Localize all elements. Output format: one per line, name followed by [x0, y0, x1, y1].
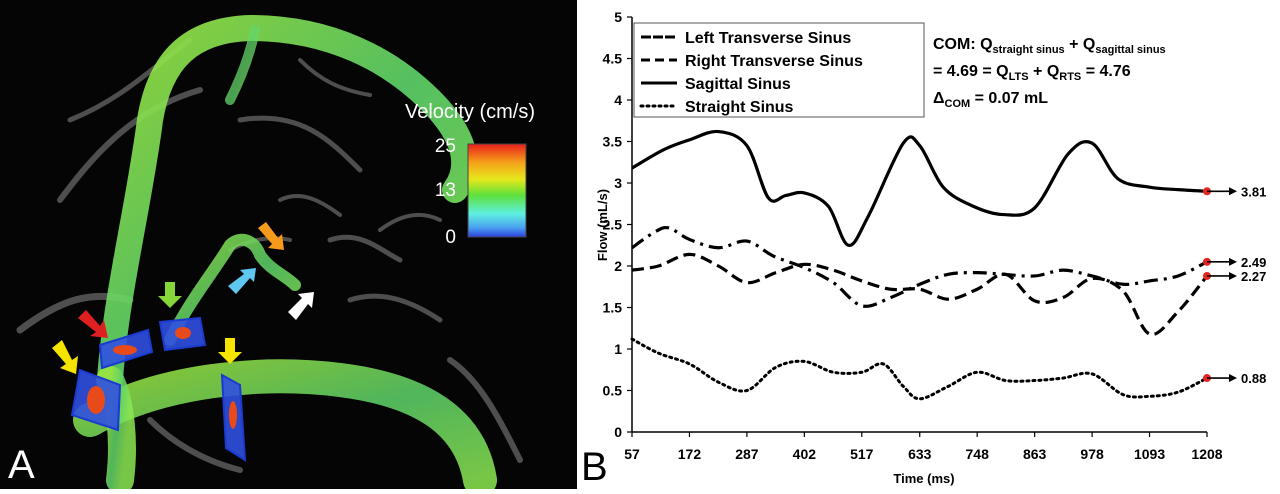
com-line-2: = 4.69 = QLTS + QRTS = 4.76: [933, 63, 1131, 83]
vessel-arrows: [52, 222, 314, 374]
panel-a-vessel-render: Velocity (cm/s) 25 13 0 A: [0, 0, 577, 494]
y-tick-label: 2.5: [603, 217, 623, 233]
legend-box: [633, 22, 925, 118]
vessel-flow-image: Velocity (cm/s) 25 13 0 A: [0, 0, 577, 494]
series-end-markers: 2.492.27 3.81 0.88: [1203, 184, 1266, 386]
arrow-head-icon: [1229, 257, 1237, 266]
panel-b-label: B: [581, 445, 608, 489]
x-tick-label: 172: [678, 446, 702, 462]
velocity-tick-min: 0: [445, 227, 456, 248]
end-value-label: 2.27: [1241, 269, 1266, 284]
end-value-label: 2.49: [1241, 255, 1266, 270]
x-tick-label: 402: [793, 446, 817, 462]
y-tick-label: 2: [614, 258, 622, 274]
y-tick-label: 3: [614, 175, 622, 191]
y-tick-label: 4: [614, 92, 622, 108]
y-tick-label: 0.5: [603, 383, 623, 399]
flow-line-chart: 0 0.5 1 1.5 2 2.5 3 3.5 4 4.5 5 57 172 287 402 517 633 7…: [581, 9, 1266, 489]
x-tick-label: 517: [850, 446, 874, 462]
velocity-legend-title: Velocity (cm/s): [405, 101, 535, 123]
series-line-right-transverse-sinus: [631, 252, 1209, 337]
y-tick-label: 4.5: [603, 51, 623, 67]
velocity-colorbar: [467, 143, 527, 238]
legend-entry-label: Left Transverse Sinus: [685, 30, 851, 47]
legend-entry-label: Right Transverse Sinus: [685, 53, 863, 70]
legend-entry-label: Sagittal Sinus: [685, 76, 791, 93]
x-tick-label: 748: [966, 446, 990, 462]
x-tick-label: 1093: [1134, 446, 1165, 462]
y-axis-label: Flow (mL/s): [595, 189, 610, 261]
white-arrow-icon: [288, 292, 314, 320]
y-tick-label: 3.5: [603, 134, 623, 150]
series-lines: [630, 129, 1209, 401]
arrow-head-icon: [1229, 187, 1237, 196]
y-tick-label: 0: [614, 424, 622, 440]
x-tick-label: 863: [1023, 446, 1047, 462]
x-tick-label: 1208: [1191, 446, 1222, 462]
y-tick-label: 5: [614, 9, 622, 25]
red-arrow-icon: [78, 310, 108, 338]
legend-entry-label: Straight Sinus: [685, 99, 794, 116]
com-line-3: ΔCOM = 0.07 mL: [933, 90, 1048, 110]
y-axis-ticks: 0 0.5 1 1.5 2 2.5 3 3.5 4 4.5 5: [603, 9, 632, 440]
x-axis-label: Time (ms): [893, 471, 954, 486]
chart-legend: Left Transverse Sinus Right Transverse Si…: [639, 30, 863, 116]
x-tick-label: 978: [1080, 446, 1104, 462]
panel-b-flow-chart: 0 0.5 1 1.5 2 2.5 3 3.5 4 4.5 5 57 172 287 402 517 633 7…: [577, 0, 1280, 489]
series-line-sagittal-sinus: [631, 129, 1208, 247]
arrow-head-icon: [1229, 374, 1237, 383]
velocity-tick-mid: 13: [435, 180, 456, 201]
panel-a-label: A: [8, 443, 35, 487]
x-axis-ticks: 57 172 287 402 517 633 748 863 978 1093 1208: [624, 432, 1223, 462]
cyan-arrow-icon: [228, 268, 256, 294]
green-arrow-icon: [158, 282, 182, 308]
end-value-label: 0.88: [1241, 371, 1266, 386]
series-line-left-transverse-sinus: [631, 225, 1208, 308]
orange-arrow-icon: [258, 222, 284, 250]
yellow-arrow-left-icon: [52, 340, 78, 374]
y-tick-label: 1: [614, 341, 622, 357]
yellow-arrow-right-icon: [218, 338, 242, 364]
x-tick-label: 287: [735, 446, 759, 462]
arrow-head-icon: [1229, 271, 1237, 280]
x-tick-label: 57: [624, 446, 640, 462]
com-line-1: COM: Qstraight sinus + Qsagittal sinus: [933, 36, 1166, 56]
com-annotation: COM: Qstraight sinus + Qsagittal sinus =…: [933, 36, 1166, 110]
x-tick-label: 633: [908, 446, 932, 462]
end-value-label: 3.81: [1241, 184, 1266, 199]
velocity-tick-max: 25: [435, 136, 456, 157]
y-tick-label: 1.5: [603, 300, 623, 316]
series-line-straight-sinus: [630, 337, 1209, 401]
